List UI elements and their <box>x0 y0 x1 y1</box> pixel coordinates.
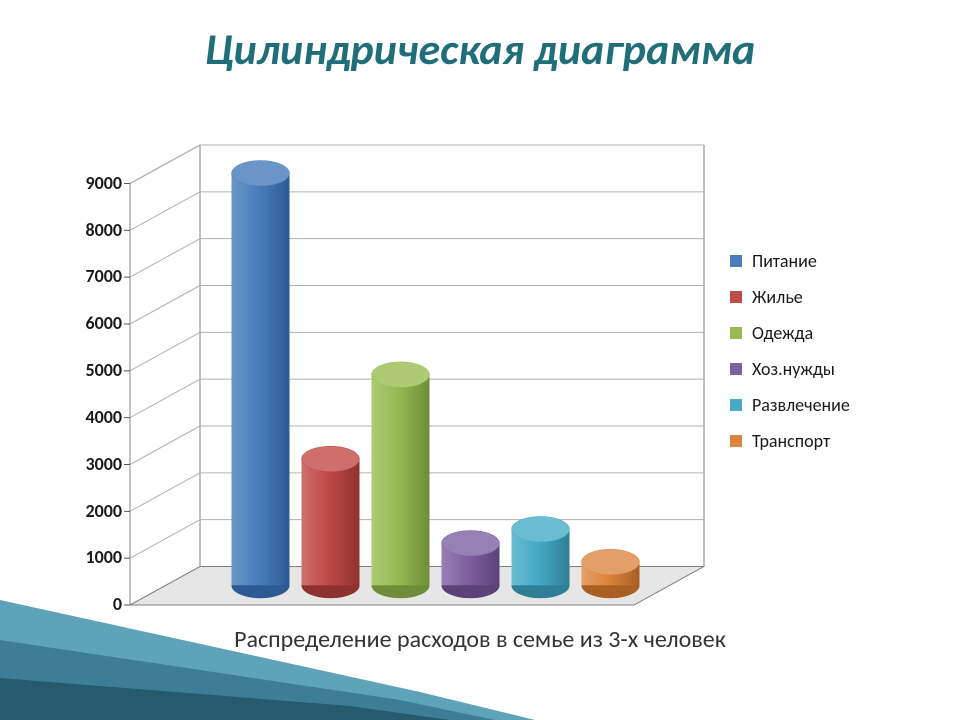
y-axis-tick-label: 8000 <box>62 219 122 241</box>
ribbon-layer-3 <box>0 678 450 720</box>
y-axis-tick-label: 3000 <box>62 453 122 475</box>
cylinder-chart <box>100 135 710 615</box>
legend-swatch <box>730 327 742 339</box>
y-axis-tick-label: 6000 <box>62 312 122 334</box>
cylinder-Хоз.нужды <box>442 530 500 598</box>
legend-item: Транспорт <box>730 430 850 452</box>
legend-swatch <box>730 291 742 303</box>
legend-swatch <box>730 399 742 411</box>
legend-item: Питание <box>730 250 850 272</box>
y-axis-tick-label: 7000 <box>62 265 122 287</box>
legend-label: Жилье <box>752 286 803 308</box>
legend-label: Транспорт <box>752 430 830 452</box>
legend-item: Хоз.нужды <box>730 358 850 380</box>
y-axis-tick-label: 5000 <box>62 359 122 381</box>
cylinder-Одежда <box>372 362 430 598</box>
legend-item: Жилье <box>730 286 850 308</box>
cylinder-Транспорт <box>582 549 640 598</box>
y-axis-tick-label: 2000 <box>62 500 122 522</box>
y-axis-tick-label: 0 <box>62 593 122 615</box>
chart-subtitle: Распределение расходов в семье из 3-х че… <box>0 625 960 654</box>
cylinder-Жилье <box>302 446 360 598</box>
y-axis-tick-label: 4000 <box>62 406 122 428</box>
legend-swatch <box>730 435 742 447</box>
y-axis-tick-label: 9000 <box>62 172 122 194</box>
legend-label: Одежда <box>752 322 813 344</box>
legend-item: Одежда <box>730 322 850 344</box>
legend-swatch <box>730 255 742 267</box>
legend-label: Питание <box>752 250 817 272</box>
y-axis-tick-label: 1000 <box>62 546 122 568</box>
page-title: Цилиндрическая диаграмма <box>0 22 960 76</box>
cylinder-Питание <box>232 161 290 599</box>
legend-label: Хоз.нужды <box>752 358 835 380</box>
legend: Питание Жилье Одежда Хоз.нужды Развлечение Тр… <box>730 250 850 466</box>
legend-item: Развлечение <box>730 394 850 416</box>
cylinder-Развлечение <box>512 516 570 598</box>
chart-area: 0100020003000400050006000700080009000 <box>100 135 710 615</box>
legend-swatch <box>730 363 742 375</box>
legend-label: Развлечение <box>752 394 850 416</box>
